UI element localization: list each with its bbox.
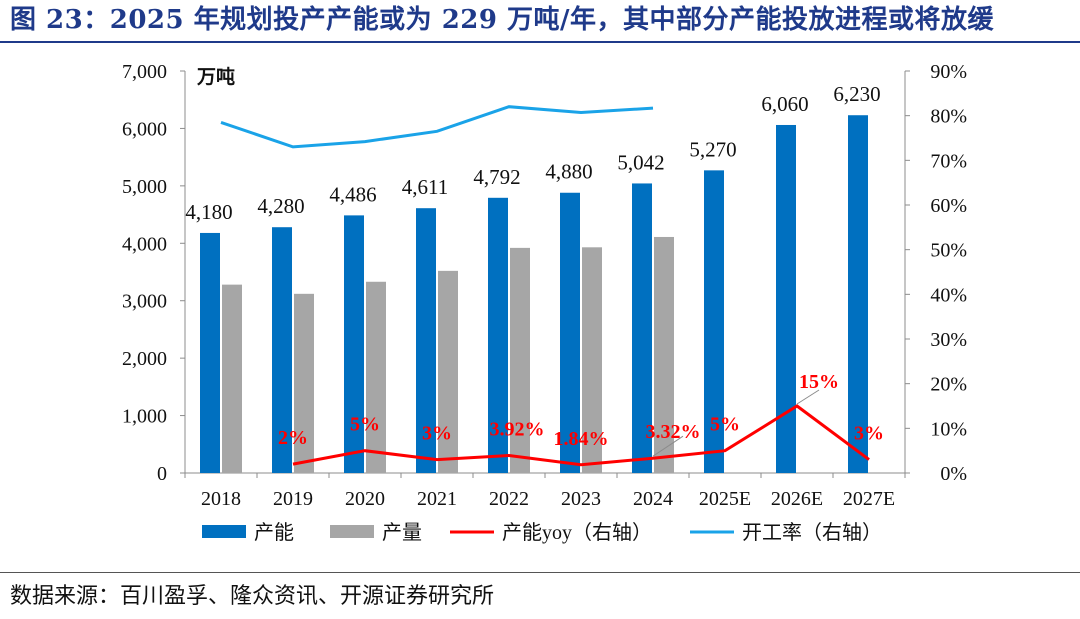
capacity-value-label: 4,611 bbox=[402, 175, 448, 199]
capacity-value-label: 6,060 bbox=[761, 92, 808, 116]
x-tick-label: 2024 bbox=[633, 488, 673, 510]
yoy-value-label: 5% bbox=[350, 414, 380, 436]
chart: 0 1,000 2,000 3,000 4,000 5,000 6,000 7,000 0% 10… bbox=[122, 61, 967, 544]
capacity-bar bbox=[848, 115, 868, 473]
x-tick-label: 2026E bbox=[771, 488, 823, 510]
left-tick-label: 5,000 bbox=[122, 176, 167, 198]
yoy-callout-leader bbox=[796, 389, 820, 405]
left-tick-label: 4,000 bbox=[122, 233, 167, 255]
left-tick-label: 2,000 bbox=[122, 348, 167, 370]
x-tick-label: 2022 bbox=[489, 488, 529, 510]
yoy-value-label: 3% bbox=[422, 423, 452, 445]
output-bar bbox=[294, 293, 314, 473]
capacity-value-label: 4,486 bbox=[329, 182, 376, 206]
y-unit-label: 万吨 bbox=[196, 65, 235, 88]
capacity-bar bbox=[272, 227, 292, 473]
capacity-value-label: 4,180 bbox=[185, 200, 232, 224]
yoy-value-label: 15% bbox=[799, 371, 839, 393]
output-bar bbox=[510, 247, 530, 473]
yoy-value-label: 3.32% bbox=[646, 421, 701, 443]
left-tick-label: 7,000 bbox=[122, 61, 167, 83]
left-tick-label: 6,000 bbox=[122, 118, 167, 140]
legend-capacity-swatch bbox=[202, 525, 246, 538]
output-bar bbox=[366, 281, 386, 473]
right-tick-label: 20% bbox=[930, 374, 967, 396]
figure-title: 图 23：2025 年规划投产产能或为 229 万吨/年，其中部分产能投放进程或… bbox=[10, 5, 995, 35]
x-tick-label: 2021 bbox=[417, 488, 457, 510]
right-tick-label: 70% bbox=[930, 150, 967, 172]
x-tick-label: 2027E bbox=[843, 488, 895, 510]
capacity-bar bbox=[416, 208, 436, 474]
capacity-bar bbox=[560, 192, 580, 473]
bars-layer bbox=[200, 115, 868, 474]
output-bar bbox=[438, 270, 458, 473]
legend-output-label: 产量 bbox=[382, 521, 422, 544]
capacity-bar bbox=[632, 183, 652, 474]
legend-capacity-label: 产能 bbox=[254, 521, 294, 544]
utilization-line bbox=[220, 105, 654, 149]
x-tick-label: 2018 bbox=[201, 488, 241, 510]
capacity-bar bbox=[488, 197, 508, 473]
left-tick-label: 0 bbox=[157, 463, 167, 485]
yoy-value-label: 1.84% bbox=[554, 428, 609, 450]
yoy-value-label: 3.92% bbox=[490, 418, 545, 440]
right-tick-label: 30% bbox=[930, 329, 967, 351]
legend-yoy-label: 产能yoy（右轴） bbox=[502, 521, 652, 544]
yoy-callout-leader bbox=[652, 435, 684, 457]
source-divider bbox=[0, 572, 1080, 573]
x-tick-label: 2020 bbox=[345, 488, 385, 510]
left-tick-label: 3,000 bbox=[122, 291, 167, 313]
output-bar bbox=[222, 284, 242, 473]
output-bar bbox=[654, 236, 674, 473]
capacity-bar bbox=[776, 124, 796, 474]
right-tick-label: 0% bbox=[940, 463, 967, 485]
x-tick-label: 2023 bbox=[561, 488, 601, 510]
capacity-value-label: 6,230 bbox=[833, 82, 880, 106]
source-note: 数据来源：百川盈孚、隆众资讯、开源证券研究所 bbox=[10, 584, 495, 609]
capacity-value-label: 5,270 bbox=[689, 137, 736, 161]
output-bar bbox=[582, 247, 602, 473]
right-tick-label: 90% bbox=[930, 61, 967, 83]
legend-utilization-label: 开工率（右轴） bbox=[742, 521, 882, 544]
x-tick-label: 2019 bbox=[273, 488, 313, 510]
legend-output-swatch bbox=[330, 525, 374, 538]
capacity-value-label: 4,792 bbox=[473, 165, 520, 189]
right-tick-label: 40% bbox=[930, 284, 967, 306]
right-tick-label: 80% bbox=[930, 106, 967, 128]
capacity-bar bbox=[704, 170, 724, 473]
x-tick-label: 2025E bbox=[699, 488, 751, 510]
labels-layer: 4,180 4,280 4,486 4,611 4,792 4,880 5,042 5,270… bbox=[185, 82, 884, 457]
right-tick-label: 50% bbox=[930, 240, 967, 262]
right-tick-label: 10% bbox=[930, 418, 967, 440]
legend: 产能 产量 产能yoy（右轴） 开工率（右轴） bbox=[202, 521, 882, 544]
yoy-value-label: 2% bbox=[278, 427, 308, 449]
capacity-value-label: 4,280 bbox=[257, 194, 304, 218]
yoy-value-label: 3% bbox=[854, 423, 884, 445]
axes-layer: 0 1,000 2,000 3,000 4,000 5,000 6,000 7,000 0% 10… bbox=[122, 61, 967, 510]
yoy-value-label: 5% bbox=[710, 414, 740, 436]
capacity-value-label: 4,880 bbox=[545, 160, 592, 184]
yoy-line bbox=[292, 404, 870, 467]
left-tick-label: 1,000 bbox=[122, 406, 167, 428]
title-divider bbox=[0, 41, 1080, 43]
capacity-bar bbox=[344, 215, 364, 473]
lines-layer bbox=[220, 105, 870, 467]
capacity-value-label: 5,042 bbox=[617, 150, 664, 174]
right-tick-label: 60% bbox=[930, 195, 967, 217]
capacity-bar bbox=[200, 232, 220, 473]
